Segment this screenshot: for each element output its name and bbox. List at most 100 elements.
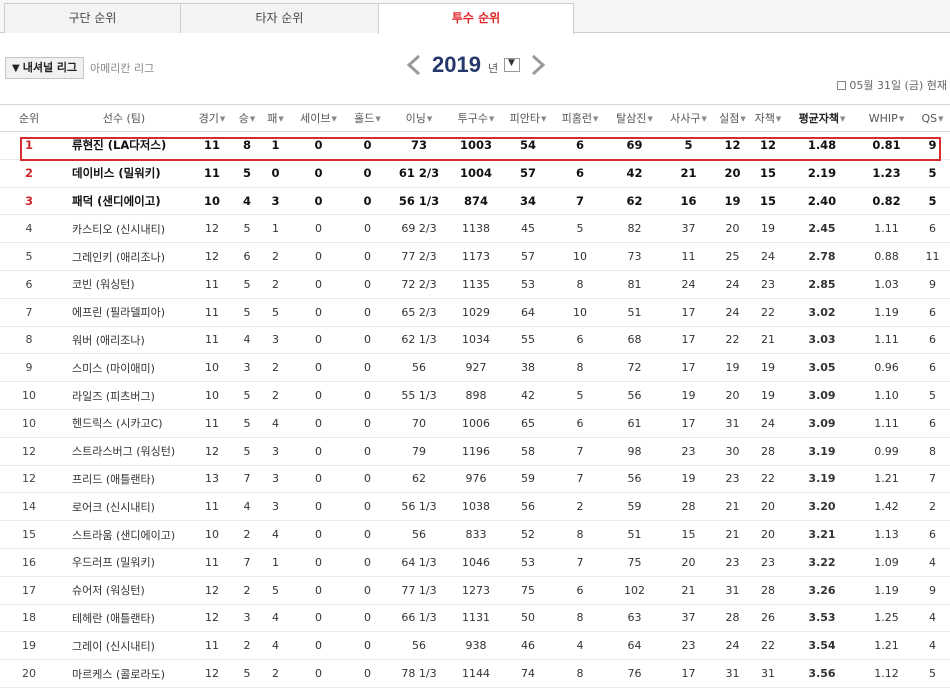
stat-cell: 72 — [607, 353, 662, 383]
player-name-cell[interactable]: 마르케스 (콜로라도) — [58, 659, 190, 688]
stat-cell: 1.11 — [858, 409, 915, 438]
table-row[interactable]: 10 헨드릭스 (시카고C) 11 5 4 0 0 70 1006 65 6 61 17 31 24 3.09… — [0, 409, 950, 438]
table-row[interactable]: 3 패덕 (샌디에이고) 10 4 3 0 0 56 1/3 874 34 7 62 16 19 15 2.4… — [0, 187, 950, 216]
table-row[interactable]: 14 로어크 (신시내티) 11 4 3 0 0 56 1/3 1038 56 2 59 28 21 20 3… — [0, 492, 950, 522]
stat-cell: 1.09 — [858, 548, 915, 577]
stat-cell: 9 — [915, 270, 950, 299]
player-name-cell[interactable]: 그레이 (신시내티) — [58, 631, 190, 661]
player-name-cell[interactable]: 데이비스 (밀워키) — [58, 159, 190, 188]
column-header[interactable]: 이닝▼ — [389, 104, 449, 132]
stat-cell: 1004 — [449, 159, 503, 188]
table-row[interactable]: 4 카스티오 (신시내티) 12 5 1 0 0 69 2/3 1138 45 5 82 37 20 19 2… — [0, 214, 950, 244]
rank-cell: 20 — [0, 659, 58, 688]
player-name-cell[interactable]: 스트라스버그 (워싱턴) — [58, 437, 190, 466]
prev-year-icon[interactable] — [405, 54, 423, 76]
stat-cell: 42 — [503, 381, 553, 410]
column-header[interactable]: 사사구▼ — [662, 104, 715, 132]
player-name-cell[interactable]: 로어크 (신시내티) — [58, 492, 190, 522]
column-header-label: 승 — [238, 112, 249, 125]
player-name-cell[interactable]: 에프린 (필라델피아) — [58, 298, 190, 327]
table-row[interactable]: 16 우드러프 (밀워키) 11 7 1 0 0 64 1/3 1046 53 7 75 20 23 23 3… — [0, 548, 950, 577]
stat-cell: 45 — [503, 214, 553, 244]
stat-cell: 10 — [190, 353, 234, 383]
stat-cell: 5 — [260, 298, 291, 327]
table-row[interactable]: 17 슈어저 (워싱턴) 12 2 5 0 0 77 1/3 1273 75 6 102 21 31 28 3… — [0, 576, 950, 605]
column-header[interactable]: 투구수▼ — [449, 104, 503, 132]
stat-cell: 0 — [291, 409, 346, 438]
stat-cell: 11 — [190, 270, 234, 299]
stat-cell: 0 — [291, 520, 346, 549]
column-header[interactable]: WHIP▼ — [858, 104, 915, 132]
stat-cell: 22 — [750, 631, 786, 661]
player-name-cell[interactable]: 류현진 (LA다저스) — [58, 131, 190, 160]
player-name-cell[interactable]: 스트라움 (샌디에이고) — [58, 520, 190, 549]
player-name-cell[interactable]: 패덕 (샌디에이고) — [58, 187, 190, 216]
player-name-cell[interactable]: 카스티오 (신시내티) — [58, 214, 190, 244]
player-name-cell[interactable]: 코빈 (워싱턴) — [58, 270, 190, 299]
player-name-cell[interactable]: 라일즈 (피츠버그) — [58, 381, 190, 410]
player-name-cell[interactable]: 워버 (애리조나) — [58, 326, 190, 355]
player-name-cell[interactable]: 테헤란 (애틀랜타) — [58, 604, 190, 633]
stat-cell: 6 — [234, 242, 260, 271]
column-header[interactable]: QS▼ — [915, 104, 950, 132]
table-row[interactable]: 1 류현진 (LA다저스) 11 8 1 0 0 73 1003 54 6 69 5 12 12 1.48 0.… — [0, 131, 950, 160]
tab-pitcher-rankings[interactable]: 투수 순위 — [378, 3, 574, 34]
player-name-cell[interactable]: 스미스 (마이애미) — [58, 353, 190, 383]
column-header[interactable]: 탈삼진▼ — [607, 104, 662, 132]
column-header[interactable]: 피홈런▼ — [553, 104, 607, 132]
stat-cell: 7 — [553, 465, 607, 494]
next-year-icon[interactable] — [529, 54, 547, 76]
table-row[interactable]: 7 에프린 (필라델피아) 11 5 5 0 0 65 2/3 1029 64 10 51 17 24 22… — [0, 298, 950, 327]
column-header[interactable]: 승▼ — [234, 104, 260, 132]
column-header[interactable]: 피안타▼ — [503, 104, 553, 132]
column-header-label: 세이브 — [300, 112, 331, 125]
league-alt-link[interactable]: 아메리칸 리그 — [90, 62, 155, 75]
table-row[interactable]: 6 코빈 (워싱턴) 11 5 2 0 0 72 2/3 1135 53 8 81 24 24 23 2.85… — [0, 270, 950, 299]
table-row[interactable]: 15 스트라움 (샌디에이고) 10 2 4 0 0 56 833 52 8 51 15 21 20 3.21… — [0, 520, 950, 549]
stat-cell: 10 — [190, 187, 234, 216]
stat-cell: 8 — [553, 270, 607, 299]
stat-cell: 10 — [190, 520, 234, 549]
sort-arrow-icon: ▼ — [740, 115, 746, 123]
table-row[interactable]: 2 데이비스 (밀워키) 11 5 0 0 0 61 2/3 1004 57 6 42 21 20 15 2.… — [0, 159, 950, 188]
table-row[interactable]: 19 그레이 (신시내티) 11 2 4 0 0 56 938 46 4 64 23 24 22 3.54 1.… — [0, 631, 950, 661]
column-header-label: 선수 (팀) — [102, 112, 146, 125]
player-name-cell[interactable]: 그레인키 (애리조나) — [58, 242, 190, 271]
stat-cell: 73 — [389, 131, 449, 160]
stat-cell: 55 — [503, 326, 553, 355]
player-name-cell[interactable]: 슈어저 (워싱턴) — [58, 576, 190, 605]
column-header-label: 순위 — [18, 112, 40, 125]
league-selected-label: 내셔널 리그 — [22, 61, 78, 74]
tab-team-standings[interactable]: 구단 순위 — [4, 3, 181, 33]
tab-batter-rankings[interactable]: 타자 순위 — [180, 3, 379, 33]
year-value: 2019 — [432, 52, 481, 77]
stat-cell: 12 — [715, 131, 750, 160]
player-name-cell[interactable]: 우드러프 (밀워키) — [58, 548, 190, 577]
table-row[interactable]: 12 스트라스버그 (워싱턴) 12 5 3 0 0 79 1196 58 7 98 23 30 28 3.1… — [0, 437, 950, 466]
stat-cell: 7 — [234, 548, 260, 577]
table-row[interactable]: 9 스미스 (마이애미) 10 3 2 0 0 56 927 38 8 72 17 19 19 3.05 0.9… — [0, 353, 950, 383]
table-row[interactable]: 5 그레인키 (애리조나) 12 6 2 0 0 77 2/3 1173 57 10 73 11 25 24… — [0, 242, 950, 271]
player-name-cell[interactable]: 프리드 (애틀랜타) — [58, 465, 190, 494]
table-row[interactable]: 12 프리드 (애틀랜타) 13 7 3 0 0 62 976 59 7 56 19 23 22 3.19 1.… — [0, 465, 950, 494]
table-row[interactable]: 18 테헤란 (애틀랜타) 12 3 4 0 0 66 1/3 1131 50 8 63 37 28 26 3… — [0, 604, 950, 633]
table-row[interactable]: 10 라일즈 (피츠버그) 10 5 2 0 0 55 1/3 898 42 5 56 19 20 19 3.… — [0, 381, 950, 410]
stat-cell: 12 — [190, 242, 234, 271]
column-header[interactable]: 자책▼ — [750, 104, 786, 132]
stat-cell: 38 — [503, 353, 553, 383]
stat-cell: 64 1/3 — [389, 548, 449, 577]
table-row[interactable]: 20 마르케스 (콜로라도) 12 5 2 0 0 78 1/3 1144 74 8 76 17 31 31… — [0, 659, 950, 688]
column-header[interactable]: 홀드▼ — [346, 104, 389, 132]
league-select-button[interactable]: ▼ 내셔널 리그 — [5, 57, 84, 79]
column-header[interactable]: 실점▼ — [715, 104, 750, 132]
table-row[interactable]: 8 워버 (애리조나) 11 4 3 0 0 62 1/3 1034 55 6 68 17 22 21 3.0… — [0, 326, 950, 355]
stat-cell: 74 — [503, 659, 553, 688]
column-header[interactable]: 세이브▼ — [291, 104, 346, 132]
rank-cell: 5 — [0, 242, 58, 271]
column-header[interactable]: 패▼ — [260, 104, 291, 132]
year-dropdown[interactable]: ▼ — [504, 58, 520, 72]
column-header[interactable]: 경기▼ — [190, 104, 234, 132]
column-header[interactable]: 평균자책▼ — [786, 104, 858, 132]
column-header-label: WHIP — [868, 111, 898, 125]
player-name-cell[interactable]: 헨드릭스 (시카고C) — [58, 409, 190, 438]
